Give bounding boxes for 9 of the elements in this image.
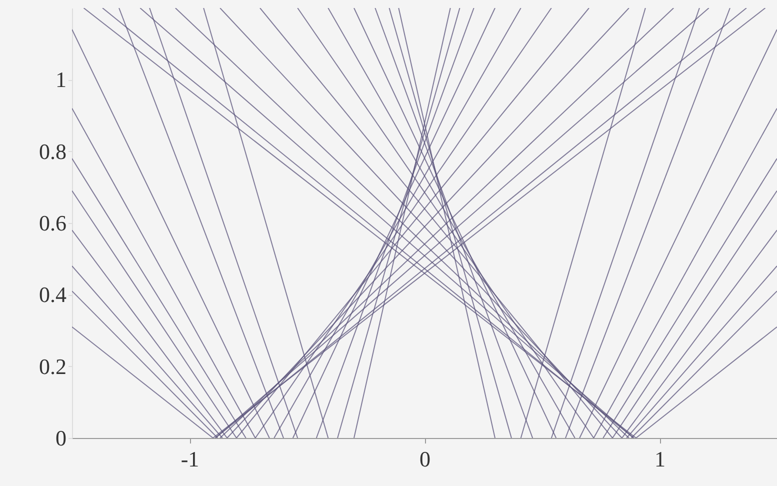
x-tick-label: -1 [180, 446, 200, 472]
y-tick-label: 0 [56, 426, 66, 450]
x-tick-label: 1 [654, 446, 666, 472]
y-tick-label: 0.2 [39, 354, 66, 379]
y-tick-label: 1 [56, 67, 66, 92]
y-tick-label: 0.8 [39, 138, 66, 164]
y-tick-label: 0.4 [39, 282, 66, 308]
x-tick-label: 0 [420, 446, 430, 472]
y-tick-label: 0.6 [39, 210, 66, 236]
